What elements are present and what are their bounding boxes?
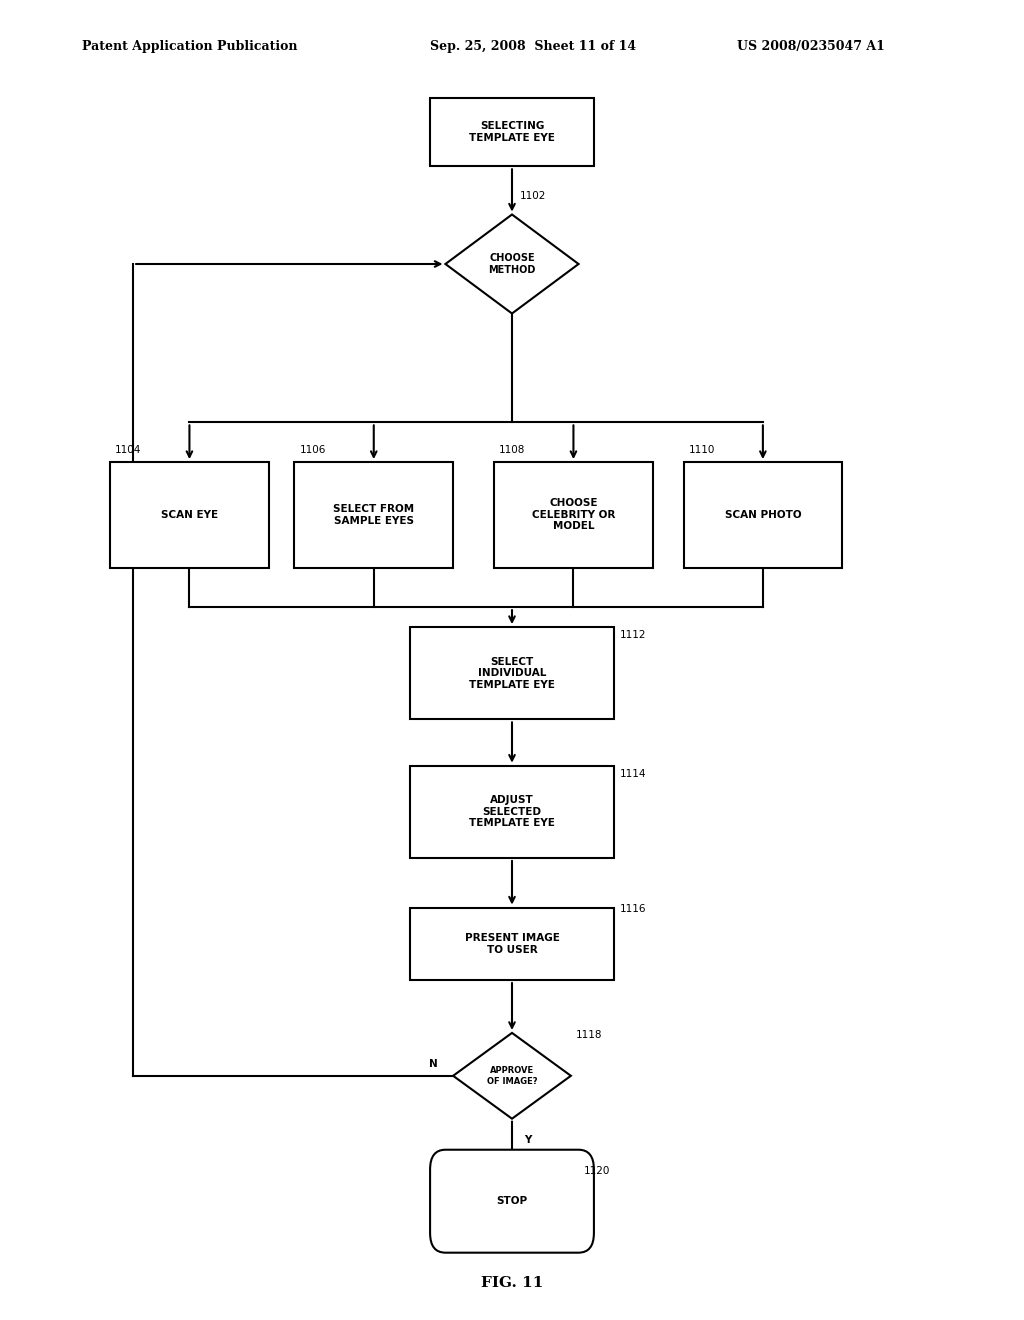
- Text: N: N: [429, 1059, 438, 1069]
- FancyBboxPatch shape: [430, 1150, 594, 1253]
- FancyBboxPatch shape: [111, 462, 268, 568]
- Text: 1104: 1104: [115, 445, 141, 455]
- FancyBboxPatch shape: [410, 908, 614, 979]
- Text: Y: Y: [524, 1135, 531, 1144]
- Text: PRESENT IMAGE
TO USER: PRESENT IMAGE TO USER: [465, 933, 559, 954]
- Text: US 2008/0235047 A1: US 2008/0235047 A1: [737, 40, 885, 53]
- Text: STOP: STOP: [497, 1196, 527, 1206]
- Text: 1106: 1106: [299, 445, 326, 455]
- FancyBboxPatch shape: [410, 766, 614, 858]
- Text: Sep. 25, 2008  Sheet 11 of 14: Sep. 25, 2008 Sheet 11 of 14: [430, 40, 636, 53]
- Text: SELECT FROM
SAMPLE EYES: SELECT FROM SAMPLE EYES: [333, 504, 415, 525]
- FancyBboxPatch shape: [410, 627, 614, 719]
- Text: SELECTING
TEMPLATE EYE: SELECTING TEMPLATE EYE: [469, 121, 555, 143]
- Text: SCAN EYE: SCAN EYE: [161, 510, 218, 520]
- FancyBboxPatch shape: [495, 462, 653, 568]
- Text: APPROVE
OF IMAGE?: APPROVE OF IMAGE?: [486, 1067, 538, 1085]
- Text: 1118: 1118: [575, 1030, 602, 1040]
- FancyBboxPatch shape: [430, 98, 594, 166]
- Text: ADJUST
SELECTED
TEMPLATE EYE: ADJUST SELECTED TEMPLATE EYE: [469, 795, 555, 829]
- Text: Patent Application Publication: Patent Application Publication: [82, 40, 297, 53]
- Polygon shape: [453, 1032, 571, 1119]
- Text: CHOOSE
CELEBRITY OR
MODEL: CHOOSE CELEBRITY OR MODEL: [531, 498, 615, 532]
- Text: 1120: 1120: [584, 1166, 610, 1176]
- Text: SCAN PHOTO: SCAN PHOTO: [725, 510, 801, 520]
- Text: 1110: 1110: [688, 445, 715, 455]
- FancyBboxPatch shape: [295, 462, 453, 568]
- Text: 1112: 1112: [620, 630, 646, 640]
- Text: 1116: 1116: [620, 904, 646, 913]
- Text: 1102: 1102: [520, 191, 547, 201]
- FancyBboxPatch shape: [684, 462, 842, 568]
- Text: 1108: 1108: [500, 445, 525, 455]
- Text: 1114: 1114: [620, 768, 646, 779]
- Text: SELECT
INDIVIDUAL
TEMPLATE EYE: SELECT INDIVIDUAL TEMPLATE EYE: [469, 656, 555, 690]
- Text: FIG. 11: FIG. 11: [481, 1276, 543, 1290]
- Polygon shape: [445, 214, 579, 313]
- Text: CHOOSE
METHOD: CHOOSE METHOD: [488, 253, 536, 275]
